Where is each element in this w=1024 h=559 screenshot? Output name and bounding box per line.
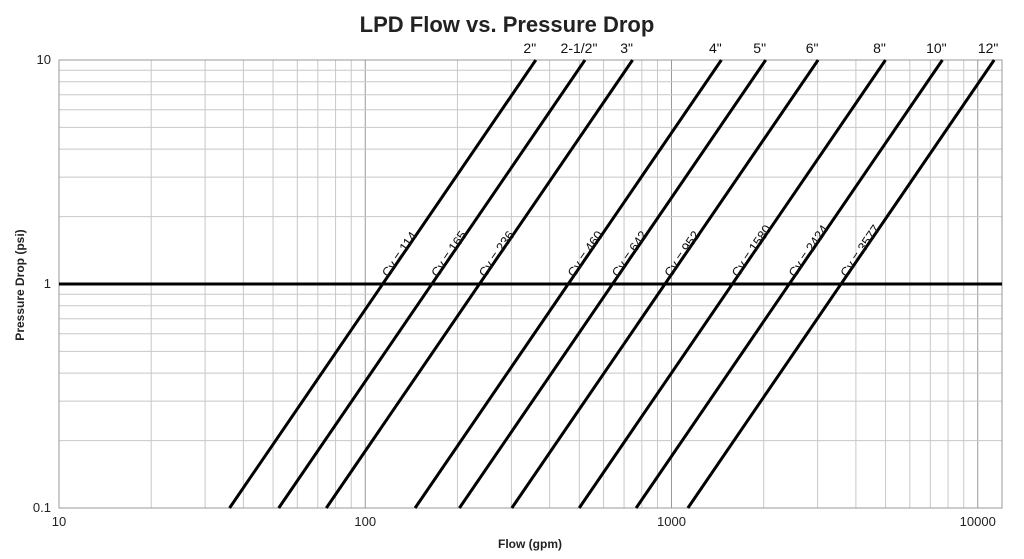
chart-title: LPD Flow vs. Pressure Drop	[360, 12, 655, 37]
series-line	[510, 59, 820, 509]
series-size-label: 4"	[709, 40, 722, 56]
series-size-label: 10"	[926, 40, 947, 56]
y-tick-label: 10	[37, 52, 51, 67]
series-cv-label: Cv = 642	[609, 228, 651, 280]
series-size-label: 12"	[978, 40, 999, 56]
series-cv-label: Cv = 3577	[837, 222, 883, 280]
x-tick-label: 10	[52, 514, 66, 529]
series-cv-label: Cv = 165	[428, 228, 470, 280]
y-tick-label: 0.1	[33, 500, 51, 515]
series-line	[228, 59, 538, 509]
series-size-label: 2"	[523, 40, 536, 56]
series-size-label: 2-1/2"	[561, 40, 598, 56]
series-cv-label: Cv = 460	[564, 228, 606, 280]
series-cv-label: Cv = 1580	[728, 222, 774, 280]
series-line	[325, 59, 634, 509]
series-line	[413, 59, 723, 509]
x-tick-label: 10000	[960, 514, 996, 529]
series-line	[577, 59, 887, 509]
series-cv-label: Cv = 114	[379, 229, 420, 280]
series-cv-label: Cv = 2424	[785, 222, 831, 280]
series-size-label: 3"	[620, 40, 633, 56]
series-size-label: 6"	[806, 40, 819, 56]
x-tick-label: 1000	[657, 514, 686, 529]
series-line	[458, 59, 767, 509]
y-tick-label: 1	[44, 276, 51, 291]
series-lines	[228, 59, 996, 509]
series-cv-label: Cv = 952	[661, 228, 703, 280]
tick-labels: 10 100 1000 10000 0.1 1 10	[33, 52, 996, 529]
series-line	[277, 59, 587, 509]
series-size-label: 8"	[873, 40, 886, 56]
x-axis-label: Flow (gpm)	[498, 537, 562, 551]
series-size-label: 5"	[753, 40, 766, 56]
x-tick-label: 100	[354, 514, 376, 529]
y-axis-label: Pressure Drop (psi)	[13, 229, 27, 340]
series-line	[634, 59, 944, 509]
series-line	[686, 59, 996, 509]
